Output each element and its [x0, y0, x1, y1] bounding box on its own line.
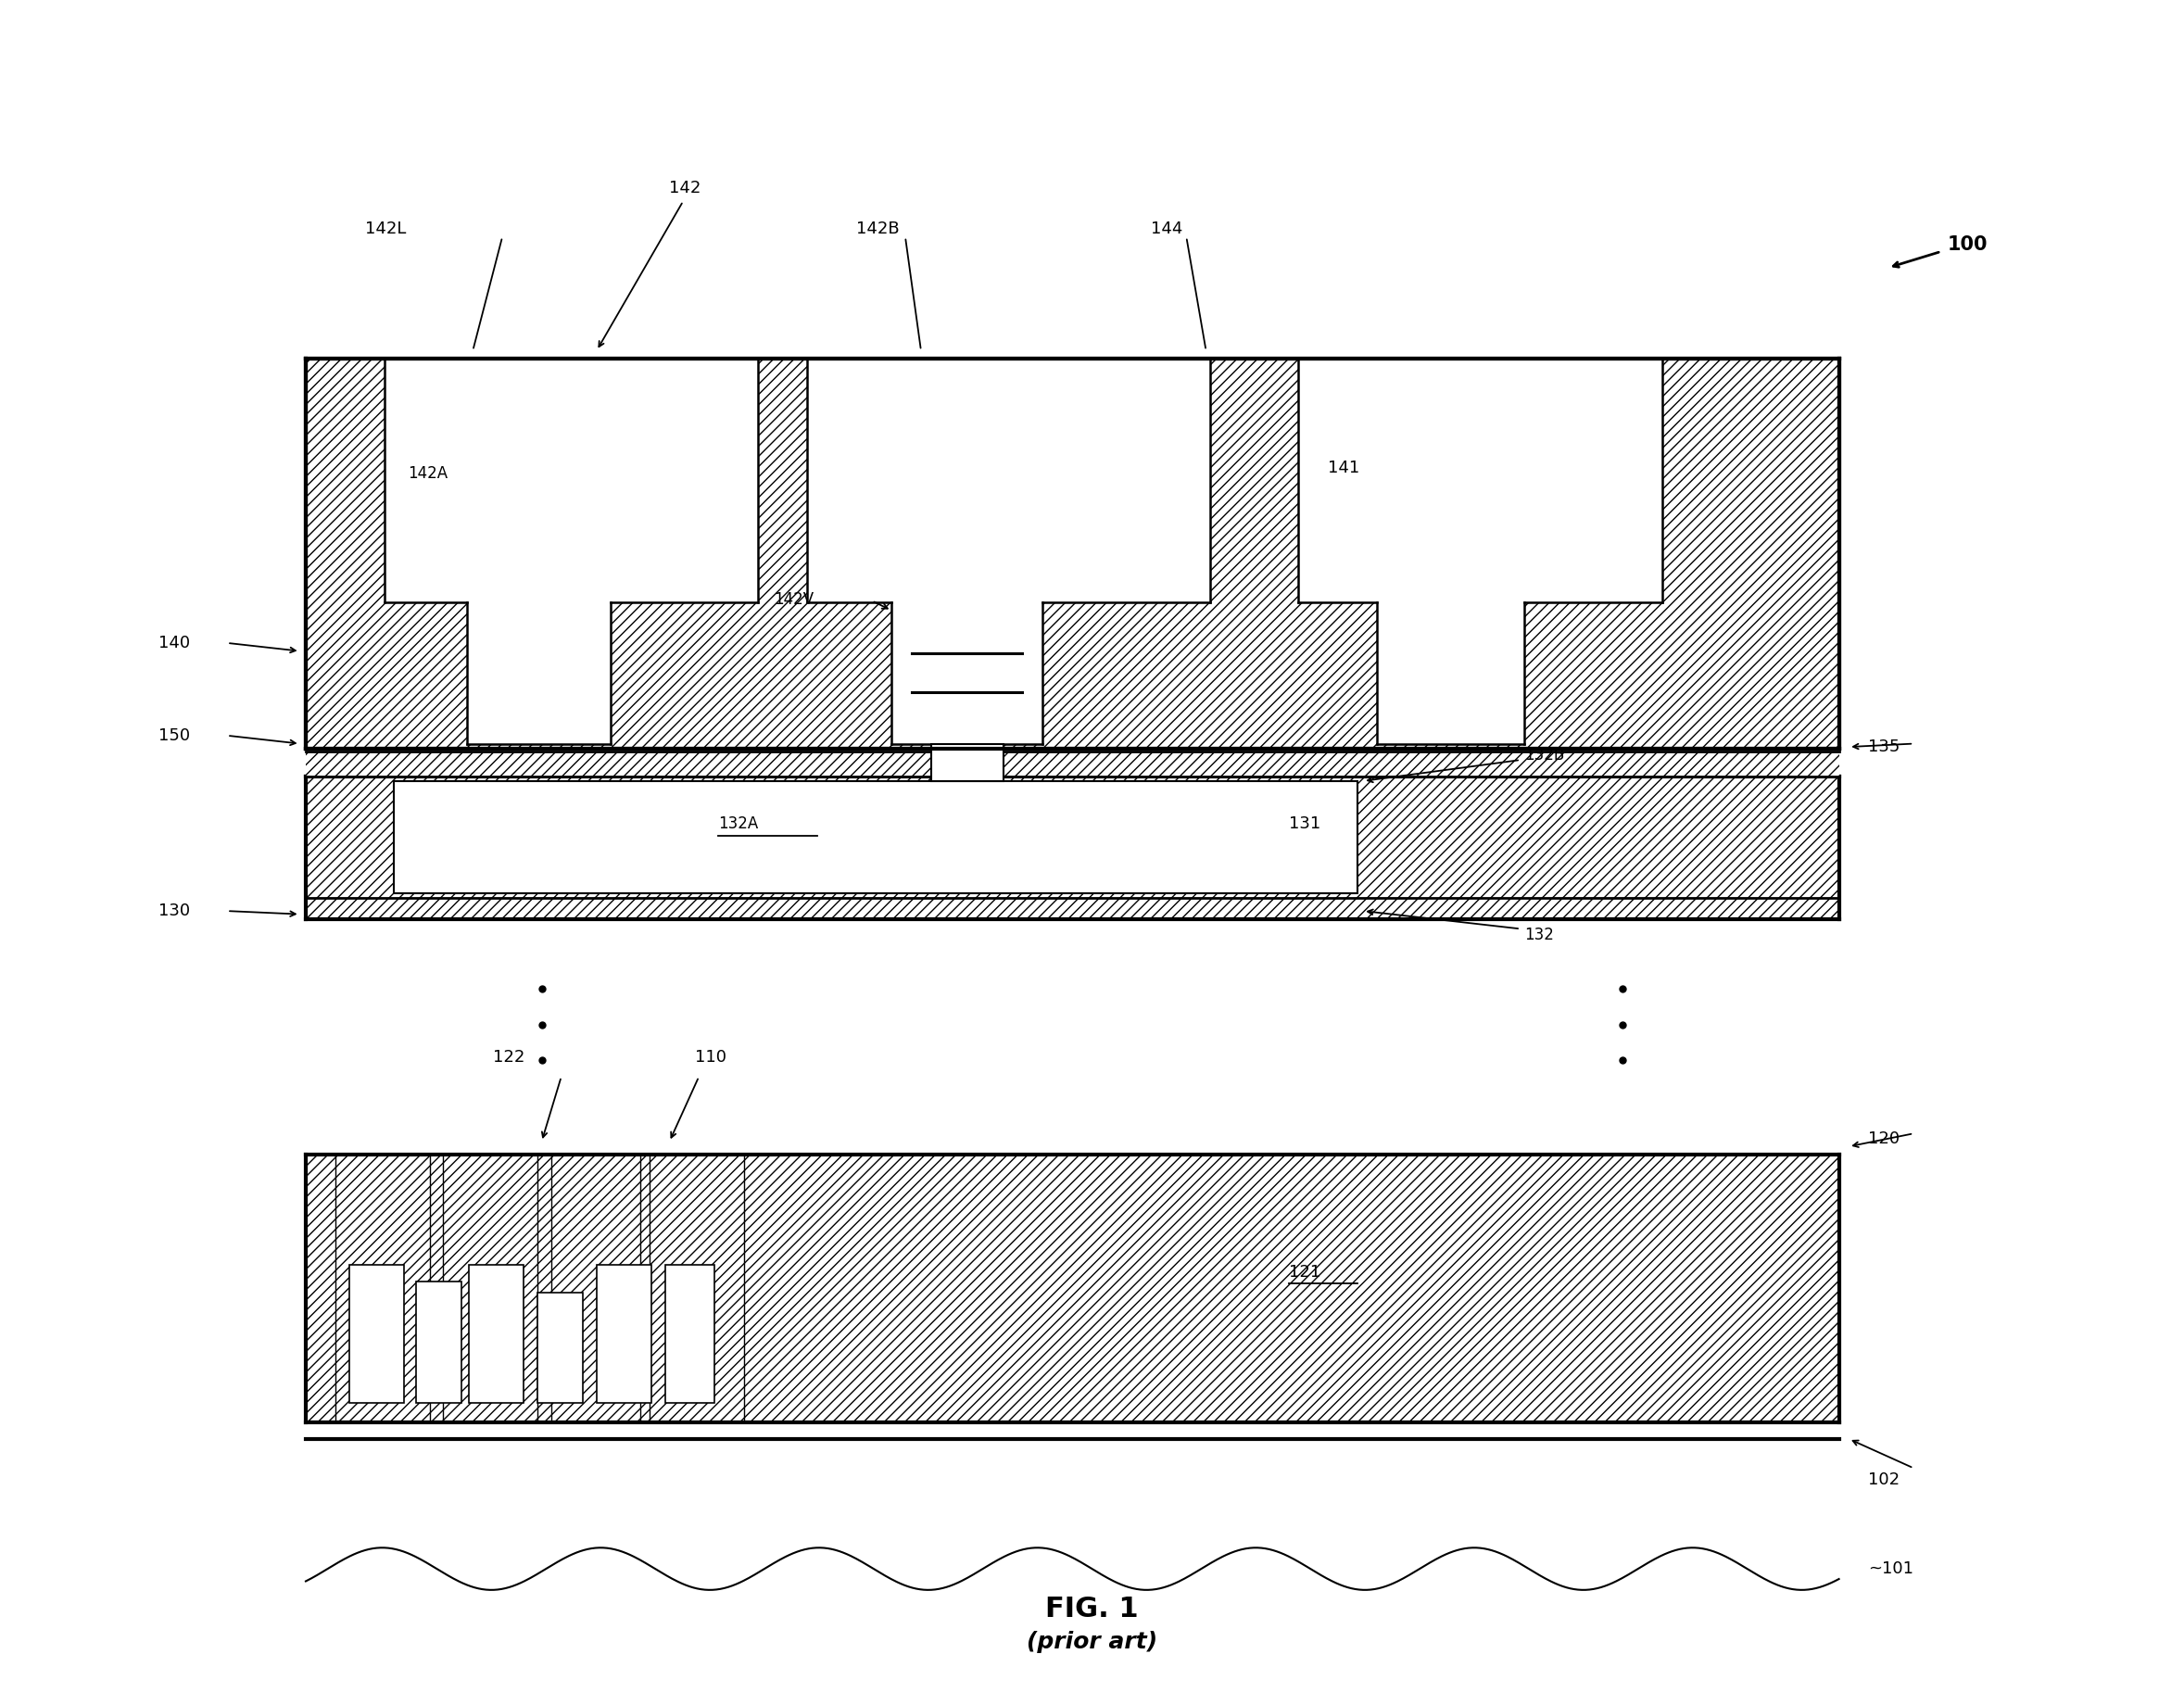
Text: 102: 102	[1870, 1470, 1900, 1487]
Text: 140: 140	[159, 634, 190, 651]
Text: 142L: 142L	[365, 220, 406, 237]
Text: (prior art): (prior art)	[1026, 1631, 1158, 1653]
Bar	[666, 1266, 714, 1403]
Bar	[415, 1281, 461, 1403]
Bar	[596, 1266, 651, 1403]
Text: 132A: 132A	[719, 816, 758, 832]
Bar	[306, 777, 1839, 919]
Text: 132B: 132B	[1524, 746, 1564, 763]
Text: 121: 121	[1289, 1264, 1321, 1281]
Text: 131: 131	[1289, 816, 1321, 832]
Text: 141: 141	[1328, 460, 1361, 475]
Text: 150: 150	[159, 728, 190, 744]
Bar	[651, 1154, 745, 1423]
Text: 100: 100	[1948, 235, 1987, 254]
Bar	[306, 359, 1839, 748]
Bar	[395, 782, 1358, 893]
Text: 142V: 142V	[773, 591, 812, 607]
Text: 120: 120	[1870, 1130, 1900, 1147]
Text: 130: 130	[159, 902, 190, 919]
Bar	[1378, 602, 1524, 744]
Text: 142B: 142B	[856, 220, 900, 237]
Bar	[808, 359, 1210, 602]
Bar	[384, 359, 758, 602]
Bar	[443, 1154, 537, 1423]
Text: FIG. 1: FIG. 1	[1046, 1596, 1138, 1623]
Bar	[537, 1293, 583, 1403]
Bar	[891, 602, 1044, 744]
Text: 110: 110	[695, 1049, 727, 1066]
Text: 122: 122	[494, 1049, 524, 1066]
Bar	[550, 1154, 640, 1423]
Bar	[467, 602, 612, 744]
Text: 132: 132	[1524, 927, 1555, 944]
Bar	[1297, 359, 1662, 602]
Bar	[306, 751, 1839, 777]
Text: 142: 142	[668, 179, 701, 196]
Text: 144: 144	[1151, 220, 1184, 237]
Bar	[470, 1266, 524, 1403]
Bar	[930, 744, 1005, 782]
Bar	[336, 1154, 430, 1423]
Text: 142A: 142A	[408, 465, 448, 482]
Bar	[306, 1154, 1839, 1423]
Text: ~101: ~101	[1870, 1560, 1913, 1577]
Text: 135: 135	[1870, 739, 1900, 755]
Bar	[349, 1266, 404, 1403]
